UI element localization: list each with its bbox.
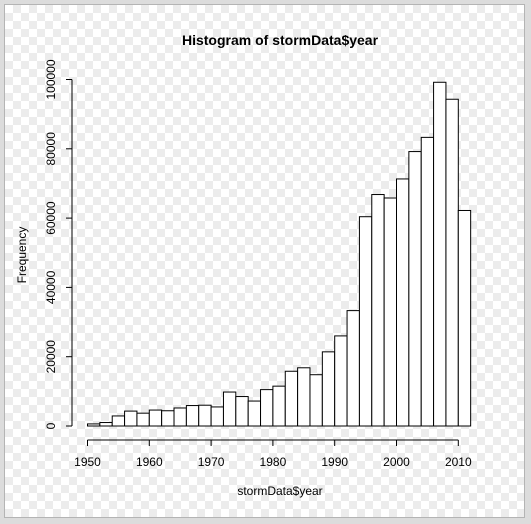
x-tick-label-1960: 1960 (136, 455, 163, 469)
x-tick-label-2000: 2000 (383, 455, 410, 469)
y-tick-label-40000: 40000 (44, 270, 58, 304)
histogram-bar-1962 (161, 410, 175, 427)
histogram-bar-1980 (272, 385, 286, 427)
x-axis-label: stormData$year (237, 484, 322, 498)
chart-title: Histogram of stormData$year (182, 32, 379, 48)
x-tick-label-1950: 1950 (74, 455, 101, 469)
x-tick-label-1990: 1990 (321, 455, 348, 469)
histogram-bar-1984 (297, 367, 311, 427)
histogram-bar-2002 (408, 151, 422, 427)
y-tick-label-20000: 20000 (44, 340, 58, 374)
histogram-bar-1990 (334, 335, 348, 427)
x-axis: 1950 1960 1970 1980 1990 2000 2010 (74, 439, 472, 469)
y-tick-label-0: 0 (44, 422, 58, 429)
histogram-bar-1950 (87, 423, 101, 427)
histogram-bar-1996 (371, 194, 385, 427)
histogram-bar-1958 (136, 412, 150, 427)
histogram-bar-1978 (260, 389, 274, 427)
histogram-bar-2006 (433, 81, 447, 427)
histogram-bar-1960 (148, 409, 163, 427)
histogram-bar-1994 (358, 216, 373, 427)
histogram-bar-1956 (124, 410, 138, 427)
histogram-bar-1986 (309, 374, 323, 427)
x-tick-label-2010: 2010 (445, 455, 472, 469)
histogram-bar-1964 (173, 407, 187, 427)
histogram-bar-1988 (321, 351, 336, 427)
histogram-bar-1970 (210, 406, 224, 427)
histogram-bar-1982 (284, 370, 299, 427)
x-tick-label-1980: 1980 (260, 455, 287, 469)
bars-group (87, 81, 472, 427)
x-tick-label-1970: 1970 (198, 455, 225, 469)
histogram-bar-1976 (247, 400, 262, 427)
histogram-bar-2000 (396, 178, 410, 427)
y-tick-label-80000: 80000 (44, 132, 58, 166)
histogram-bar-2004 (420, 136, 435, 427)
histogram-bar-2010 (457, 209, 472, 427)
y-axis: 0 20000 40000 60000 80000 100000 (44, 59, 73, 429)
histogram-bar-1966 (185, 405, 200, 427)
histogram-bar-1968 (198, 404, 212, 427)
histogram-bar-1952 (99, 422, 113, 427)
y-axis-label: Frequency (15, 227, 29, 284)
histogram-bar-1974 (235, 396, 249, 427)
y-tick-label-60000: 60000 (44, 201, 58, 235)
histogram-bar-1954 (111, 415, 126, 427)
histogram-bar-1992 (346, 310, 360, 427)
histogram-bar-1972 (222, 391, 237, 427)
histogram-bar-2008 (445, 98, 459, 427)
histogram-bar-1998 (383, 197, 398, 427)
y-tick-label-100000: 100000 (44, 59, 58, 99)
